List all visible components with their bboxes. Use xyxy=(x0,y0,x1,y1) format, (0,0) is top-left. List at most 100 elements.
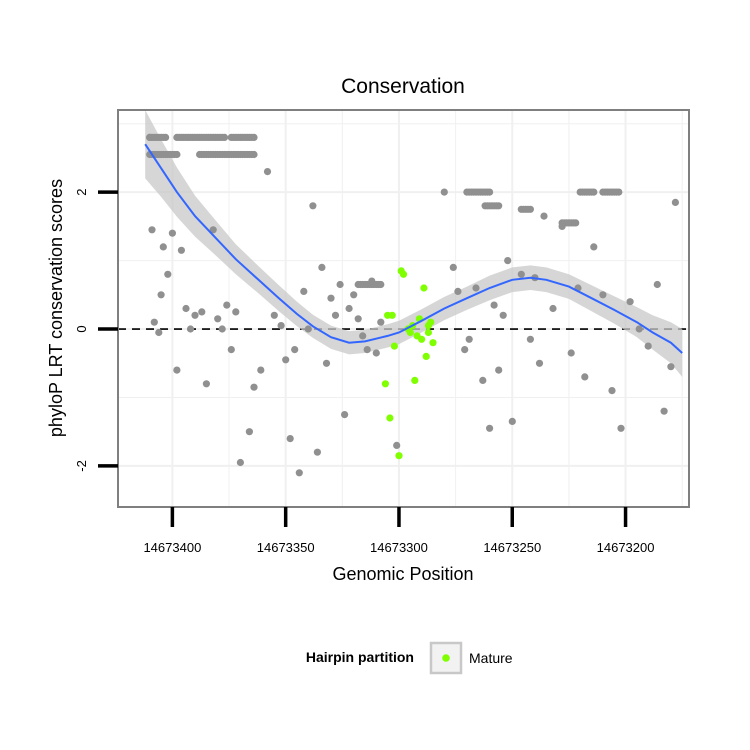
data-point xyxy=(363,346,371,354)
data-point xyxy=(644,342,652,350)
x-tick-label: 14673250 xyxy=(483,540,541,555)
legend-key xyxy=(429,641,463,675)
data-point xyxy=(209,226,217,234)
data-point xyxy=(270,311,278,319)
data-point xyxy=(322,359,331,367)
data-point xyxy=(660,407,668,415)
data-point xyxy=(581,373,589,381)
data-point xyxy=(182,304,190,313)
y-tick-label: 2 xyxy=(74,189,89,196)
mature-point xyxy=(388,311,396,319)
smooth-line xyxy=(144,143,683,354)
data-point xyxy=(508,417,516,425)
mature-point xyxy=(390,342,398,350)
data-point xyxy=(250,150,258,159)
mature-point xyxy=(386,414,394,422)
data-point xyxy=(336,280,344,289)
data-point xyxy=(454,287,462,295)
data-point xyxy=(173,150,181,159)
data-point xyxy=(354,315,362,323)
data-point xyxy=(558,222,566,230)
data-point xyxy=(177,246,185,254)
data-point xyxy=(331,311,340,319)
data-point xyxy=(223,301,231,309)
data-point xyxy=(164,270,172,278)
legend-title: Hairpin partition xyxy=(306,649,414,665)
data-point xyxy=(220,133,229,141)
data-point xyxy=(653,280,661,289)
data-point xyxy=(472,284,480,292)
data-point xyxy=(590,243,598,251)
data-point xyxy=(232,308,240,316)
data-point xyxy=(599,291,607,299)
data-point xyxy=(162,133,170,141)
data-point xyxy=(499,311,507,319)
data-point xyxy=(250,133,258,141)
data-point xyxy=(393,441,401,449)
data-point xyxy=(198,308,206,316)
data-point xyxy=(608,387,616,395)
data-point xyxy=(257,366,265,374)
data-point xyxy=(345,304,353,313)
data-point xyxy=(590,188,598,196)
data-point xyxy=(372,349,380,357)
mature-point xyxy=(411,376,419,384)
mature-point xyxy=(381,380,389,388)
data-point xyxy=(615,188,623,196)
legend: Hairpin partition Mature xyxy=(306,641,513,675)
data-point xyxy=(157,291,165,299)
data-point xyxy=(359,332,367,340)
data-point xyxy=(368,277,376,285)
data-point xyxy=(277,322,285,330)
x-tick-label: 14673300 xyxy=(370,540,428,555)
data-point xyxy=(148,226,156,234)
points-layer xyxy=(146,133,680,477)
data-point xyxy=(218,325,226,333)
data-point xyxy=(214,315,222,323)
data-point xyxy=(191,311,199,319)
x-axis: 14673400 14673350 14673300 14673250 14673200 xyxy=(143,507,654,555)
data-point xyxy=(626,298,634,306)
smooth-band-layer xyxy=(145,110,683,377)
data-point xyxy=(667,363,675,371)
data-point xyxy=(567,349,575,357)
legend-key-dot xyxy=(442,654,450,662)
data-point xyxy=(295,469,303,477)
data-point xyxy=(617,424,625,432)
y-axis-title: phyloP LRT conservation scores xyxy=(46,179,66,437)
mature-point xyxy=(418,335,426,343)
data-point xyxy=(486,424,494,432)
data-point xyxy=(309,202,317,210)
data-point xyxy=(461,346,469,354)
data-point xyxy=(495,202,503,210)
data-point xyxy=(155,328,163,337)
data-point xyxy=(495,366,503,374)
data-point xyxy=(263,168,272,176)
mature-point xyxy=(422,352,430,360)
legend-label-mature: Mature xyxy=(469,650,513,666)
mature-point xyxy=(395,452,403,460)
data-point xyxy=(318,263,326,271)
data-point xyxy=(350,291,358,299)
data-point xyxy=(526,335,535,343)
data-point xyxy=(245,428,253,436)
mature-point xyxy=(399,270,408,278)
data-point xyxy=(490,301,498,309)
data-point xyxy=(635,325,643,333)
x-tick-label: 14673200 xyxy=(597,540,655,555)
smooth-confidence-band xyxy=(145,110,683,377)
data-point xyxy=(449,263,457,271)
mature-point xyxy=(429,339,437,347)
data-point xyxy=(227,346,235,354)
data-point xyxy=(282,356,290,364)
x-axis-title: Genomic Position xyxy=(332,564,473,584)
data-point xyxy=(671,198,680,206)
data-point xyxy=(486,188,494,196)
data-point xyxy=(202,380,210,388)
mature-point xyxy=(406,328,414,337)
data-point xyxy=(168,229,176,237)
data-point xyxy=(465,335,473,343)
chart-title: Conservation xyxy=(341,75,465,98)
data-point xyxy=(250,383,258,391)
data-point xyxy=(327,294,335,302)
